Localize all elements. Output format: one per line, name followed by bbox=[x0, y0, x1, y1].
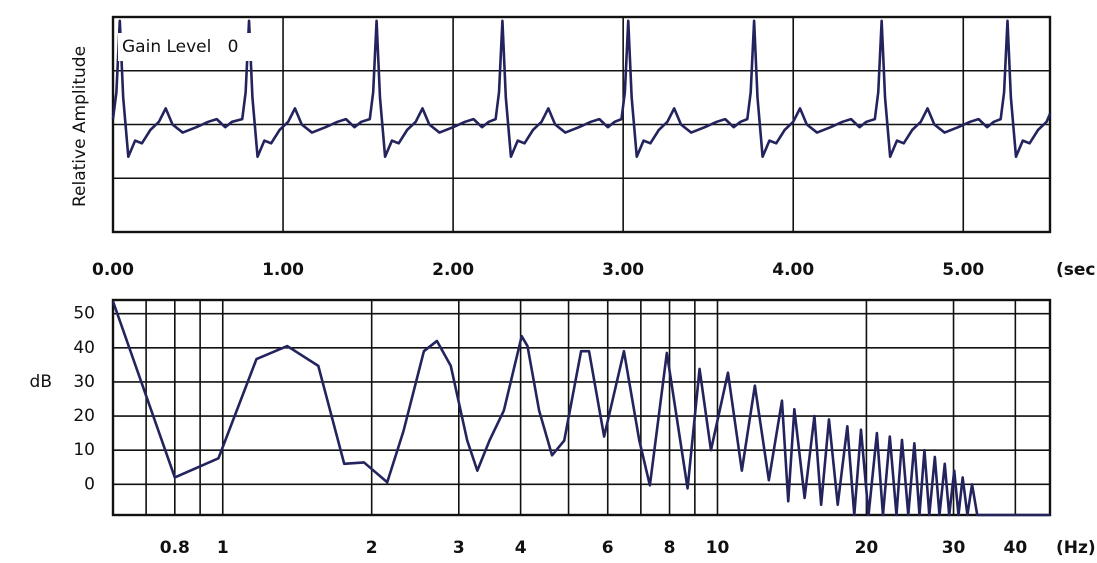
x-tick-label: 8 bbox=[664, 538, 676, 558]
x-tick-label: 4 bbox=[515, 538, 527, 558]
x-tick-label: 3.00 bbox=[602, 260, 644, 280]
plot-frame bbox=[111, 298, 1052, 517]
y-axis-label: Relative Amplitude bbox=[70, 46, 90, 207]
x-axis-label: (Hz) bbox=[1056, 538, 1096, 558]
y-tick-label: 30 bbox=[73, 372, 95, 392]
y-axis-label: dB bbox=[30, 372, 52, 392]
x-tick-label: 4.00 bbox=[772, 260, 814, 280]
signal-line bbox=[111, 19, 1052, 159]
x-tick-label: 30 bbox=[942, 538, 966, 558]
x-tick-label: 3 bbox=[453, 538, 465, 558]
x-tick-label: 40 bbox=[1004, 538, 1028, 558]
y-tick-label: 0 bbox=[84, 474, 95, 494]
annotation: Gain Level 0 bbox=[122, 37, 238, 57]
y-tick-label: 40 bbox=[73, 338, 95, 358]
x-tick-label: 10 bbox=[706, 538, 730, 558]
plot-frame bbox=[111, 15, 1052, 234]
x-tick-label: 20 bbox=[855, 538, 879, 558]
signal-line bbox=[111, 300, 1050, 517]
x-tick-label: 1 bbox=[217, 538, 229, 558]
y-tick-label: 20 bbox=[73, 406, 95, 426]
y-tick-label: 50 bbox=[73, 304, 95, 324]
x-tick-label: 0.8 bbox=[160, 538, 190, 558]
x-tick-label: 5.00 bbox=[942, 260, 984, 280]
x-tick-label: 6 bbox=[602, 538, 614, 558]
x-tick-label: 0.00 bbox=[92, 260, 134, 280]
x-axis-label: (sec) bbox=[1056, 260, 1097, 280]
x-tick-label: 1.00 bbox=[262, 260, 304, 280]
x-tick-label: 2 bbox=[366, 538, 378, 558]
annotation-box bbox=[118, 33, 280, 61]
x-tick-label: 2.00 bbox=[432, 260, 474, 280]
y-tick-label: 10 bbox=[73, 440, 95, 460]
